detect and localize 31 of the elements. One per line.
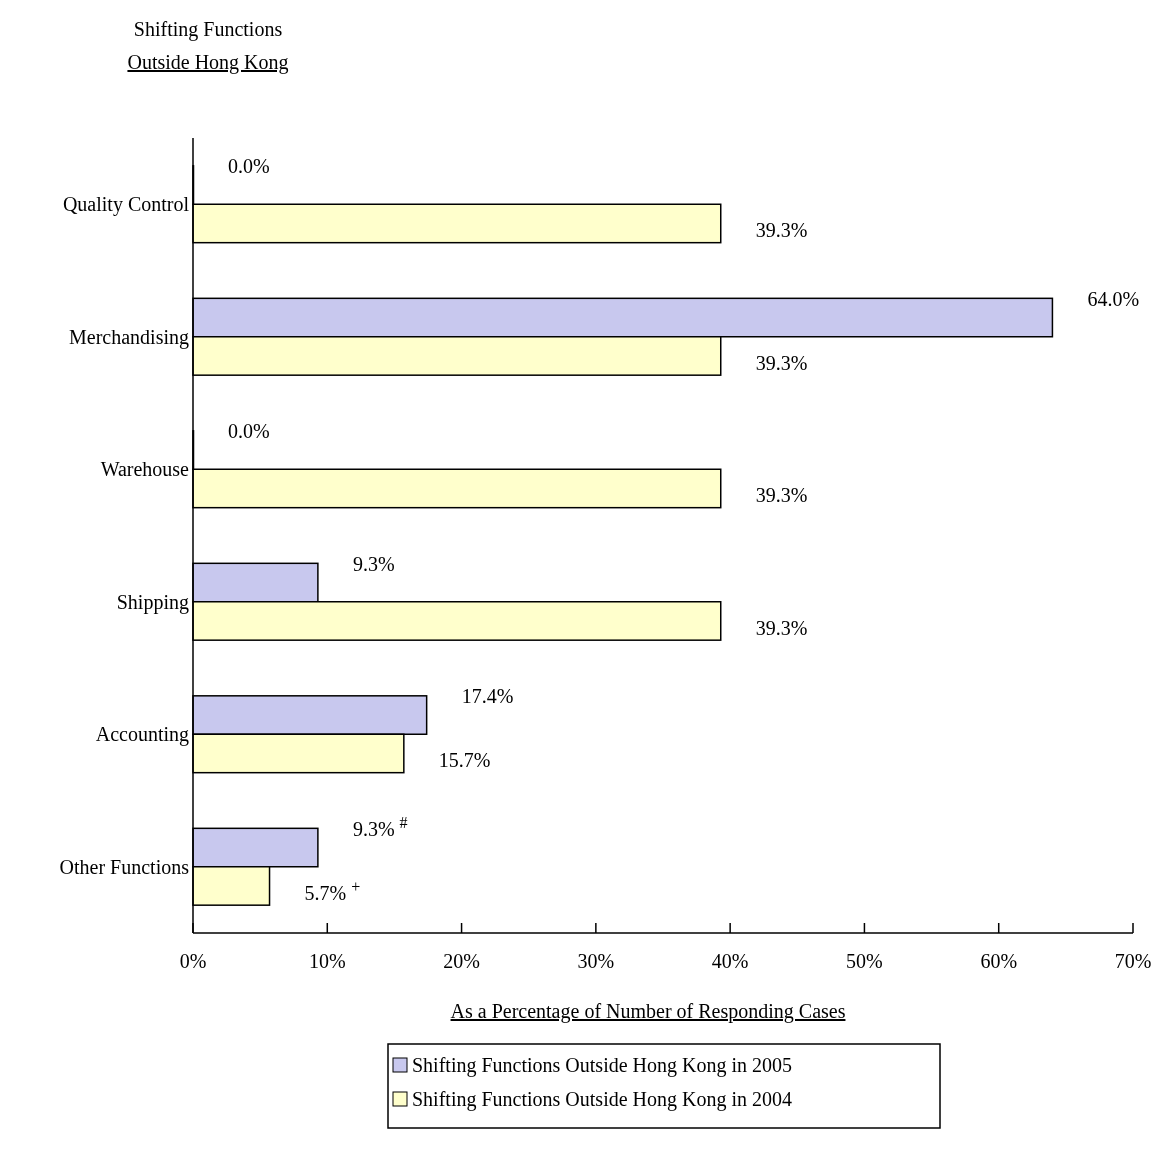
x-axis-title: As a Percentage of Number of Responding Cases: [450, 1000, 846, 1023]
y-tick-label: Accounting: [95, 723, 189, 747]
x-tick-label: 50%: [846, 950, 883, 972]
y-tick-label: Quality Control: [62, 193, 190, 217]
data-label: 17.4%: [461, 685, 514, 708]
x-tick-label: 70%: [1114, 950, 1152, 972]
data-label: 9.3% $^{#}$: [352, 813, 408, 840]
x-tick-label: 0%: [179, 950, 207, 972]
data-label: 39.3%: [755, 616, 808, 639]
x-tick-label: 10%: [308, 950, 346, 972]
data-label: 0.0%: [228, 420, 270, 443]
legend-label: Shifting Functions Outside Hong Kong in 2004: [412, 1088, 793, 1111]
y-tick-label: Shipping: [116, 590, 189, 614]
x-tick-label: 40%: [711, 950, 749, 972]
chart-title: Shifting Functions: [133, 18, 283, 41]
data-label: 64.0%: [1087, 287, 1140, 310]
x-tick-label: 60%: [980, 950, 1018, 972]
legend-label: Shifting Functions Outside Hong Kong in 2005: [412, 1054, 793, 1077]
data-label: 39.3%: [755, 351, 808, 374]
y-tick-label: Warehouse: [100, 458, 190, 481]
y-tick-label: Merchandising: [69, 325, 189, 349]
x-tick-label: 30%: [577, 950, 615, 972]
data-label: 39.3%: [755, 484, 808, 507]
data-label: 0.0%: [228, 155, 270, 178]
data-label: 5.7% $^{+}$: [304, 877, 361, 904]
y-tick-label: Other Functions: [59, 855, 190, 878]
x-tick-label: 20%: [443, 950, 480, 972]
data-label: 15.7%: [438, 749, 491, 772]
data-label: 39.3%: [755, 219, 808, 242]
data-label: 9.3%: [352, 552, 395, 575]
chart-subtitle: Outside Hong Kong: [127, 51, 289, 74]
